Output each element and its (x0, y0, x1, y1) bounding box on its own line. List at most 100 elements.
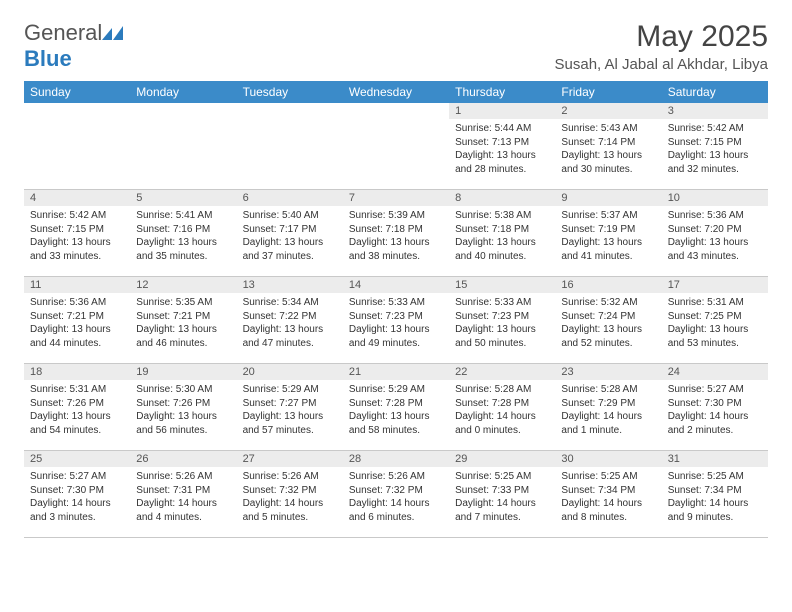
calendar-cell: 11Sunrise: 5:36 AMSunset: 7:21 PMDayligh… (24, 277, 130, 364)
day-number: 17 (662, 277, 768, 293)
title-block: May 2025 Susah, Al Jabal al Akhdar, Liby… (555, 20, 768, 73)
calendar-cell: 4Sunrise: 5:42 AMSunset: 7:15 PMDaylight… (24, 190, 130, 277)
calendar-cell: 22Sunrise: 5:28 AMSunset: 7:28 PMDayligh… (449, 364, 555, 451)
day-number: 28 (343, 451, 449, 467)
calendar-row: 1Sunrise: 5:44 AMSunset: 7:13 PMDaylight… (24, 103, 768, 190)
day-content: Sunrise: 5:28 AMSunset: 7:29 PMDaylight:… (555, 380, 661, 441)
calendar-cell: 1Sunrise: 5:44 AMSunset: 7:13 PMDaylight… (449, 103, 555, 190)
weekday-header: Wednesday (343, 81, 449, 103)
day-content: Sunrise: 5:43 AMSunset: 7:14 PMDaylight:… (555, 119, 661, 180)
day-content: Sunrise: 5:36 AMSunset: 7:20 PMDaylight:… (662, 206, 768, 267)
calendar-cell: 31Sunrise: 5:25 AMSunset: 7:34 PMDayligh… (662, 451, 768, 538)
weekday-header: Tuesday (237, 81, 343, 103)
page-title: May 2025 (555, 20, 768, 54)
calendar-cell: 15Sunrise: 5:33 AMSunset: 7:23 PMDayligh… (449, 277, 555, 364)
weekday-header: Thursday (449, 81, 555, 103)
day-number: 25 (24, 451, 130, 467)
day-content: Sunrise: 5:44 AMSunset: 7:13 PMDaylight:… (449, 119, 555, 180)
logo-sail-icon (102, 20, 124, 34)
weekday-header: Sunday (24, 81, 130, 103)
day-number: 26 (130, 451, 236, 467)
day-content: Sunrise: 5:25 AMSunset: 7:34 PMDaylight:… (662, 467, 768, 528)
calendar-row: 11Sunrise: 5:36 AMSunset: 7:21 PMDayligh… (24, 277, 768, 364)
calendar-cell: 14Sunrise: 5:33 AMSunset: 7:23 PMDayligh… (343, 277, 449, 364)
day-content: Sunrise: 5:29 AMSunset: 7:28 PMDaylight:… (343, 380, 449, 441)
day-content: Sunrise: 5:31 AMSunset: 7:26 PMDaylight:… (24, 380, 130, 441)
calendar-cell: 9Sunrise: 5:37 AMSunset: 7:19 PMDaylight… (555, 190, 661, 277)
logo: GeneralBlue (24, 20, 124, 72)
day-content: Sunrise: 5:39 AMSunset: 7:18 PMDaylight:… (343, 206, 449, 267)
day-content: Sunrise: 5:28 AMSunset: 7:28 PMDaylight:… (449, 380, 555, 441)
weekday-header: Monday (130, 81, 236, 103)
day-content: Sunrise: 5:25 AMSunset: 7:33 PMDaylight:… (449, 467, 555, 528)
day-number: 24 (662, 364, 768, 380)
calendar-cell: 19Sunrise: 5:30 AMSunset: 7:26 PMDayligh… (130, 364, 236, 451)
calendar-cell: 8Sunrise: 5:38 AMSunset: 7:18 PMDaylight… (449, 190, 555, 277)
location-text: Susah, Al Jabal al Akhdar, Libya (555, 56, 768, 73)
logo-text-gray: General (24, 20, 102, 45)
calendar-cell: 5Sunrise: 5:41 AMSunset: 7:16 PMDaylight… (130, 190, 236, 277)
day-content: Sunrise: 5:41 AMSunset: 7:16 PMDaylight:… (130, 206, 236, 267)
calendar-cell: 26Sunrise: 5:26 AMSunset: 7:31 PMDayligh… (130, 451, 236, 538)
day-number: 16 (555, 277, 661, 293)
calendar-cell: 13Sunrise: 5:34 AMSunset: 7:22 PMDayligh… (237, 277, 343, 364)
day-content: Sunrise: 5:36 AMSunset: 7:21 PMDaylight:… (24, 293, 130, 354)
calendar-table: SundayMondayTuesdayWednesdayThursdayFrid… (24, 81, 768, 538)
day-number: 2 (555, 103, 661, 119)
day-number: 31 (662, 451, 768, 467)
day-number: 12 (130, 277, 236, 293)
day-content: Sunrise: 5:34 AMSunset: 7:22 PMDaylight:… (237, 293, 343, 354)
day-content: Sunrise: 5:25 AMSunset: 7:34 PMDaylight:… (555, 467, 661, 528)
calendar-cell: 7Sunrise: 5:39 AMSunset: 7:18 PMDaylight… (343, 190, 449, 277)
day-number: 1 (449, 103, 555, 119)
day-content: Sunrise: 5:26 AMSunset: 7:31 PMDaylight:… (130, 467, 236, 528)
day-content: Sunrise: 5:42 AMSunset: 7:15 PMDaylight:… (662, 119, 768, 180)
day-content: Sunrise: 5:38 AMSunset: 7:18 PMDaylight:… (449, 206, 555, 267)
day-number: 4 (24, 190, 130, 206)
calendar-cell: 28Sunrise: 5:26 AMSunset: 7:32 PMDayligh… (343, 451, 449, 538)
calendar-cell: 24Sunrise: 5:27 AMSunset: 7:30 PMDayligh… (662, 364, 768, 451)
day-number: 23 (555, 364, 661, 380)
logo-text-blue: Blue (24, 46, 72, 71)
weekday-header: Friday (555, 81, 661, 103)
day-number: 13 (237, 277, 343, 293)
calendar-head: SundayMondayTuesdayWednesdayThursdayFrid… (24, 81, 768, 103)
calendar-cell: 3Sunrise: 5:42 AMSunset: 7:15 PMDaylight… (662, 103, 768, 190)
calendar-cell: 25Sunrise: 5:27 AMSunset: 7:30 PMDayligh… (24, 451, 130, 538)
calendar-cell (24, 103, 130, 190)
header: GeneralBlue May 2025 Susah, Al Jabal al … (24, 20, 768, 73)
calendar-cell (237, 103, 343, 190)
day-content: Sunrise: 5:27 AMSunset: 7:30 PMDaylight:… (24, 467, 130, 528)
day-content: Sunrise: 5:33 AMSunset: 7:23 PMDaylight:… (343, 293, 449, 354)
day-number: 8 (449, 190, 555, 206)
calendar-cell: 20Sunrise: 5:29 AMSunset: 7:27 PMDayligh… (237, 364, 343, 451)
day-number: 18 (24, 364, 130, 380)
day-content: Sunrise: 5:27 AMSunset: 7:30 PMDaylight:… (662, 380, 768, 441)
day-content: Sunrise: 5:35 AMSunset: 7:21 PMDaylight:… (130, 293, 236, 354)
calendar-cell: 2Sunrise: 5:43 AMSunset: 7:14 PMDaylight… (555, 103, 661, 190)
calendar-cell: 12Sunrise: 5:35 AMSunset: 7:21 PMDayligh… (130, 277, 236, 364)
day-content: Sunrise: 5:26 AMSunset: 7:32 PMDaylight:… (343, 467, 449, 528)
day-content: Sunrise: 5:31 AMSunset: 7:25 PMDaylight:… (662, 293, 768, 354)
weekday-header: Saturday (662, 81, 768, 103)
calendar-cell: 10Sunrise: 5:36 AMSunset: 7:20 PMDayligh… (662, 190, 768, 277)
calendar-cell: 30Sunrise: 5:25 AMSunset: 7:34 PMDayligh… (555, 451, 661, 538)
day-number: 21 (343, 364, 449, 380)
calendar-cell: 16Sunrise: 5:32 AMSunset: 7:24 PMDayligh… (555, 277, 661, 364)
day-number: 7 (343, 190, 449, 206)
day-content: Sunrise: 5:32 AMSunset: 7:24 PMDaylight:… (555, 293, 661, 354)
day-content: Sunrise: 5:33 AMSunset: 7:23 PMDaylight:… (449, 293, 555, 354)
calendar-cell: 27Sunrise: 5:26 AMSunset: 7:32 PMDayligh… (237, 451, 343, 538)
day-number: 5 (130, 190, 236, 206)
day-number: 15 (449, 277, 555, 293)
day-number: 20 (237, 364, 343, 380)
calendar-cell: 18Sunrise: 5:31 AMSunset: 7:26 PMDayligh… (24, 364, 130, 451)
day-number: 30 (555, 451, 661, 467)
day-content: Sunrise: 5:37 AMSunset: 7:19 PMDaylight:… (555, 206, 661, 267)
calendar-row: 25Sunrise: 5:27 AMSunset: 7:30 PMDayligh… (24, 451, 768, 538)
day-number: 29 (449, 451, 555, 467)
day-number: 9 (555, 190, 661, 206)
day-number: 19 (130, 364, 236, 380)
calendar-cell: 29Sunrise: 5:25 AMSunset: 7:33 PMDayligh… (449, 451, 555, 538)
day-number: 22 (449, 364, 555, 380)
